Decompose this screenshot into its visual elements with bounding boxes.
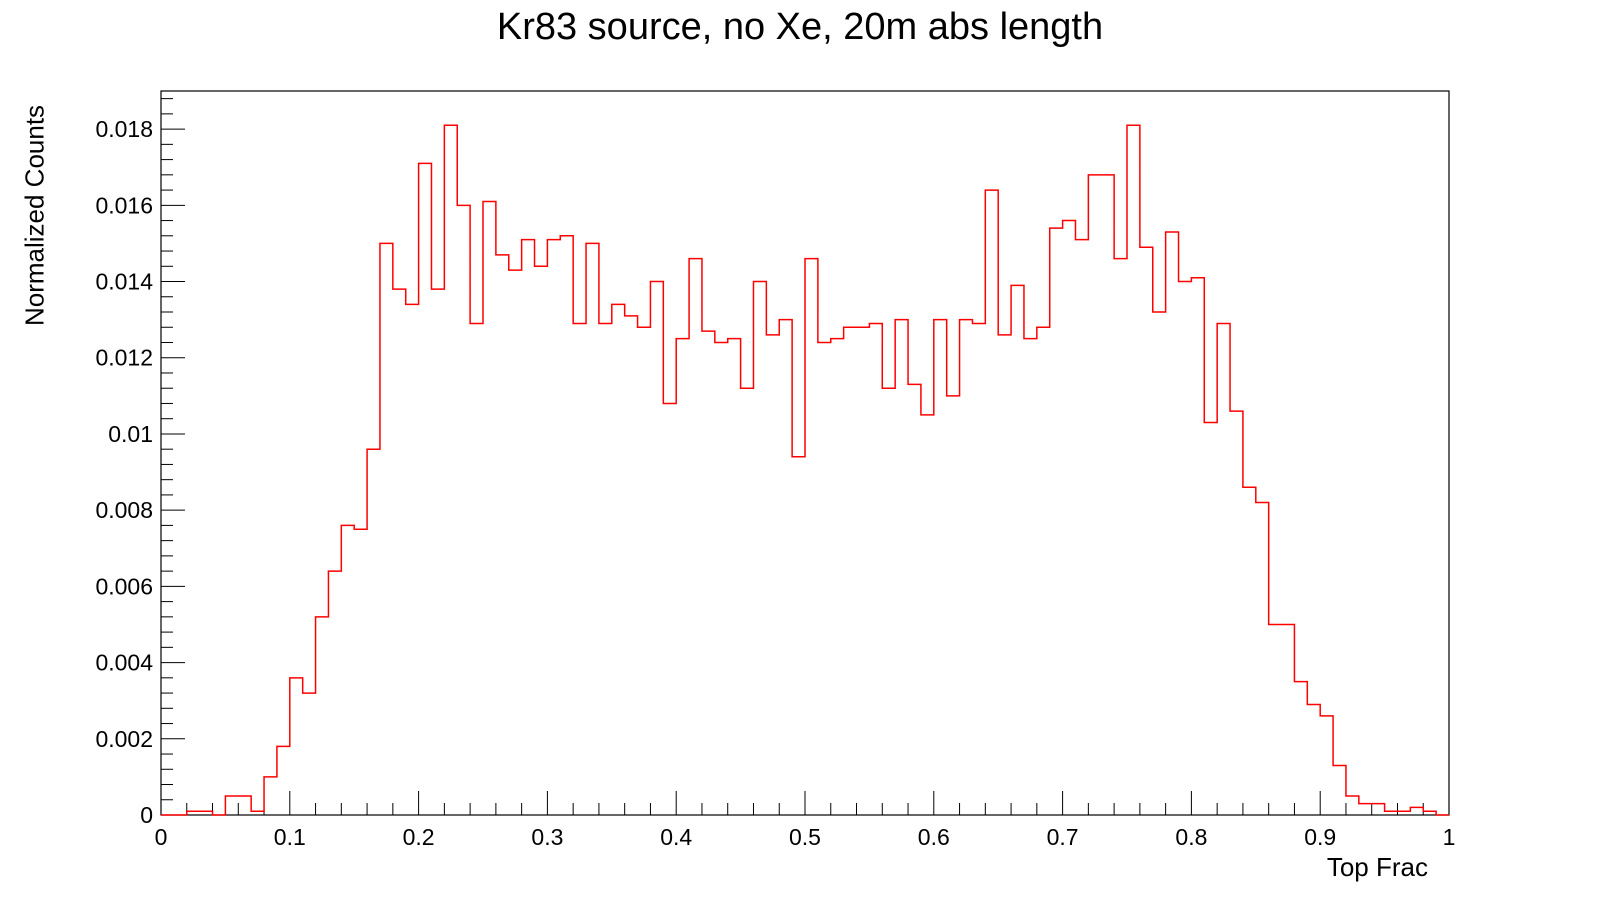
y-tick-label: 0.014 xyxy=(95,269,153,295)
x-axis-label: Top Frac xyxy=(1326,852,1428,882)
histogram-series-line xyxy=(161,124,1449,816)
y-tick-label: 0.016 xyxy=(95,192,153,218)
y-tick-label: 0.006 xyxy=(95,573,153,599)
y-tick-label: 0.008 xyxy=(95,497,153,523)
chart-title: Kr83 source, no Xe, 20m abs length xyxy=(496,6,1104,48)
x-tick-label: 0.6 xyxy=(918,824,950,850)
x-tick-label: 0.5 xyxy=(789,824,821,850)
x-tick-label: 0.2 xyxy=(403,824,435,850)
x-tick-label: 0 xyxy=(155,824,168,850)
x-tick-label: 0.8 xyxy=(1175,824,1207,850)
x-tick-label: 0.9 xyxy=(1304,824,1336,850)
x-tick-label: 0.1 xyxy=(274,824,306,850)
y-tick-label: 0.018 xyxy=(95,116,153,142)
x-tick-label: 0.3 xyxy=(531,824,563,850)
y-tick-label: 0.012 xyxy=(95,345,153,371)
ticks xyxy=(160,98,1450,816)
x-tick-label: 0.7 xyxy=(1047,824,1079,850)
x-tick-label: 0.4 xyxy=(660,824,692,850)
y-tick-label: 0 xyxy=(140,802,153,828)
y-tick-label: 0.01 xyxy=(108,421,153,447)
y-tick-label: 0.002 xyxy=(95,726,153,752)
tick-labels: 0 0.1 0.2 0.3 0.4 0.5 0.6 0.7 0.8 0.9 1 0 0.002 0.004… xyxy=(95,116,1455,850)
x-tick-label: 1 xyxy=(1443,824,1456,850)
y-tick-label: 0.004 xyxy=(95,650,153,676)
